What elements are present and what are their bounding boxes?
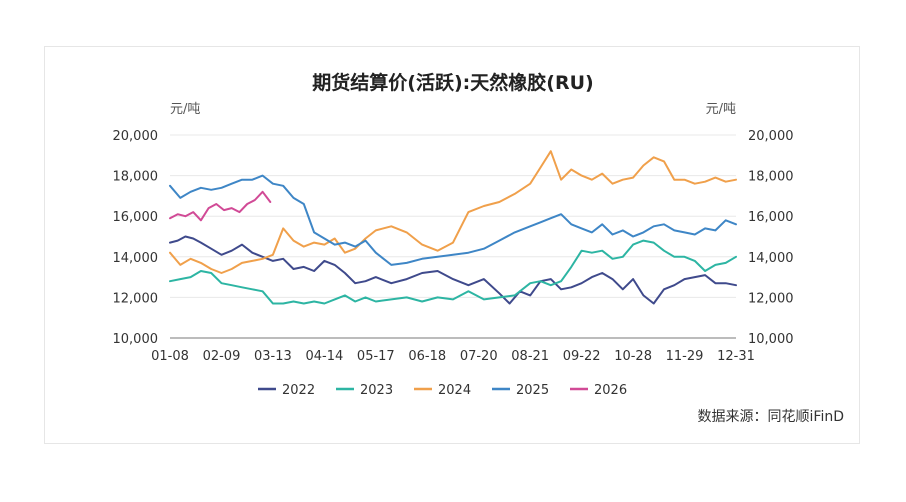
y-tick-label-left: 12,000 (113, 291, 159, 306)
grid-lines (170, 134, 736, 339)
legend-label-2024: 2024 (438, 383, 471, 398)
x-ticks: 01-08 02-09 03-13 04-14 05-17 06-18 07-20 08-21… (151, 349, 755, 364)
x-tick-label: 03-13 (254, 349, 292, 364)
y-tick-label-right: 18,000 (748, 170, 794, 185)
legend-label-2025: 2025 (516, 383, 549, 398)
y-ticks-right: 10,000 12,000 14,000 16,000 18,000 20,000 (748, 129, 794, 347)
y-tick-label-left: 16,000 (113, 210, 159, 225)
y-tick-label-left: 20,000 (113, 129, 159, 144)
legend-label-2026: 2026 (594, 383, 627, 398)
x-tick-label: 11-29 (666, 349, 704, 364)
x-tick-label: 02-09 (203, 349, 241, 364)
x-tick-label: 04-14 (305, 349, 343, 364)
y-tick-label-right: 14,000 (748, 251, 794, 266)
legend-label-2023: 2023 (360, 383, 393, 398)
x-tick-label: 07-20 (460, 349, 498, 364)
y-tick-label-right: 12,000 (748, 291, 794, 306)
series-lines (169, 150, 737, 305)
y-tick-label-left: 10,000 (113, 332, 159, 347)
x-tick-label: 08-21 (511, 349, 549, 364)
x-tick-label: 01-08 (151, 349, 189, 364)
x-tick-label: 09-22 (563, 349, 601, 364)
x-tick-label: 10-28 (614, 349, 652, 364)
series-line-2025 (169, 174, 737, 266)
y-ticks-left: 10,000 12,000 14,000 16,000 18,000 20,000 (113, 129, 159, 347)
x-tick-label: 05-17 (357, 349, 395, 364)
y-unit-right: 元/吨 (706, 102, 736, 117)
source-note: 数据来源：同花顺iFinD (698, 409, 844, 425)
x-tick-label: 06-18 (408, 349, 446, 364)
legend-label-2022: 2022 (282, 383, 315, 398)
series-line-2024 (169, 150, 737, 274)
series-line-2026 (169, 190, 272, 222)
series-line-2022 (169, 235, 737, 305)
x-tick-label: 12-31 (717, 349, 755, 364)
y-tick-label-right: 20,000 (748, 129, 794, 144)
chart-title: 期货结算价(活跃):天然橡胶(RU) (312, 71, 593, 94)
series-line-2023 (169, 239, 737, 305)
legend: 2022 2023 2024 2025 2026 (258, 383, 627, 398)
y-unit-left: 元/吨 (170, 102, 200, 117)
chart-frame (44, 46, 860, 444)
y-tick-label-right: 10,000 (748, 332, 794, 347)
y-tick-label-left: 14,000 (113, 251, 159, 266)
y-tick-label-right: 16,000 (748, 210, 794, 225)
y-tick-label-left: 18,000 (113, 170, 159, 185)
